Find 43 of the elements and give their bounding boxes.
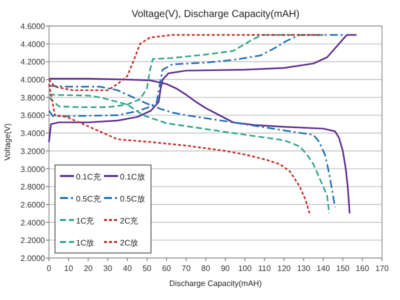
x-tick-label: 40 bbox=[122, 264, 132, 273]
y-tick-label: 4.2000 bbox=[20, 58, 46, 67]
y-tick-label: 2.0000 bbox=[20, 254, 46, 263]
x-tick-label: 70 bbox=[182, 264, 192, 273]
y-tick-label: 2.6000 bbox=[20, 200, 46, 210]
y-tick-label: 4.4000 bbox=[20, 40, 46, 49]
x-tick-label: 90 bbox=[220, 264, 230, 273]
legend-label: 2C放 bbox=[120, 238, 138, 248]
legend-label: 0.1C充 bbox=[76, 172, 101, 182]
legend-label: 0.1C放 bbox=[120, 172, 145, 182]
x-axis-title: Discharge Capacity(mAH) bbox=[169, 279, 262, 288]
legend-label: 1C充 bbox=[76, 216, 94, 226]
x-tick-label: 130 bbox=[296, 264, 311, 273]
y-tick-label: 2.2000 bbox=[20, 236, 46, 246]
y-tick-label: 3.0000 bbox=[20, 164, 46, 174]
legend-label: 0.5C充 bbox=[76, 194, 101, 204]
x-tick-label: 110 bbox=[258, 264, 272, 273]
y-tick-label: 4.6000 bbox=[20, 22, 46, 31]
x-tick-label: 100 bbox=[238, 264, 252, 273]
x-tick-label: 30 bbox=[103, 264, 113, 273]
x-tick-label: 170 bbox=[375, 264, 390, 273]
legend-label: 2C充 bbox=[120, 216, 138, 226]
x-tick-label: 140 bbox=[316, 264, 330, 273]
x-tick-label: 50 bbox=[142, 264, 152, 273]
y-tick-label: 2.8000 bbox=[20, 182, 46, 192]
legend-label: 0.5C放 bbox=[120, 194, 145, 204]
y-tick-label: 3.2000 bbox=[20, 146, 46, 156]
y-tick-label: 3.6000 bbox=[20, 111, 46, 120]
x-tick-label: 0 bbox=[46, 264, 52, 273]
y-tick-label: 4.0000 bbox=[20, 76, 46, 85]
legend-label: 1C放 bbox=[76, 238, 94, 248]
x-tick-label: 160 bbox=[356, 264, 370, 273]
y-tick-label: 2.4000 bbox=[20, 218, 46, 228]
x-tick-label: 150 bbox=[336, 264, 350, 273]
y-tick-label: 3.8000 bbox=[20, 93, 46, 102]
x-tick-label: 20 bbox=[84, 264, 94, 273]
chart-title: Voltage(V), Discharge Capacity(mAH) bbox=[132, 9, 300, 20]
x-tick-label: 120 bbox=[277, 264, 292, 273]
x-tick-label: 60 bbox=[162, 264, 172, 273]
x-tick-label: 10 bbox=[64, 264, 74, 273]
y-tick-label: 3.4000 bbox=[20, 129, 46, 138]
y-axis-title: Voltage(V) bbox=[3, 122, 12, 161]
x-tick-label: 80 bbox=[201, 264, 211, 273]
